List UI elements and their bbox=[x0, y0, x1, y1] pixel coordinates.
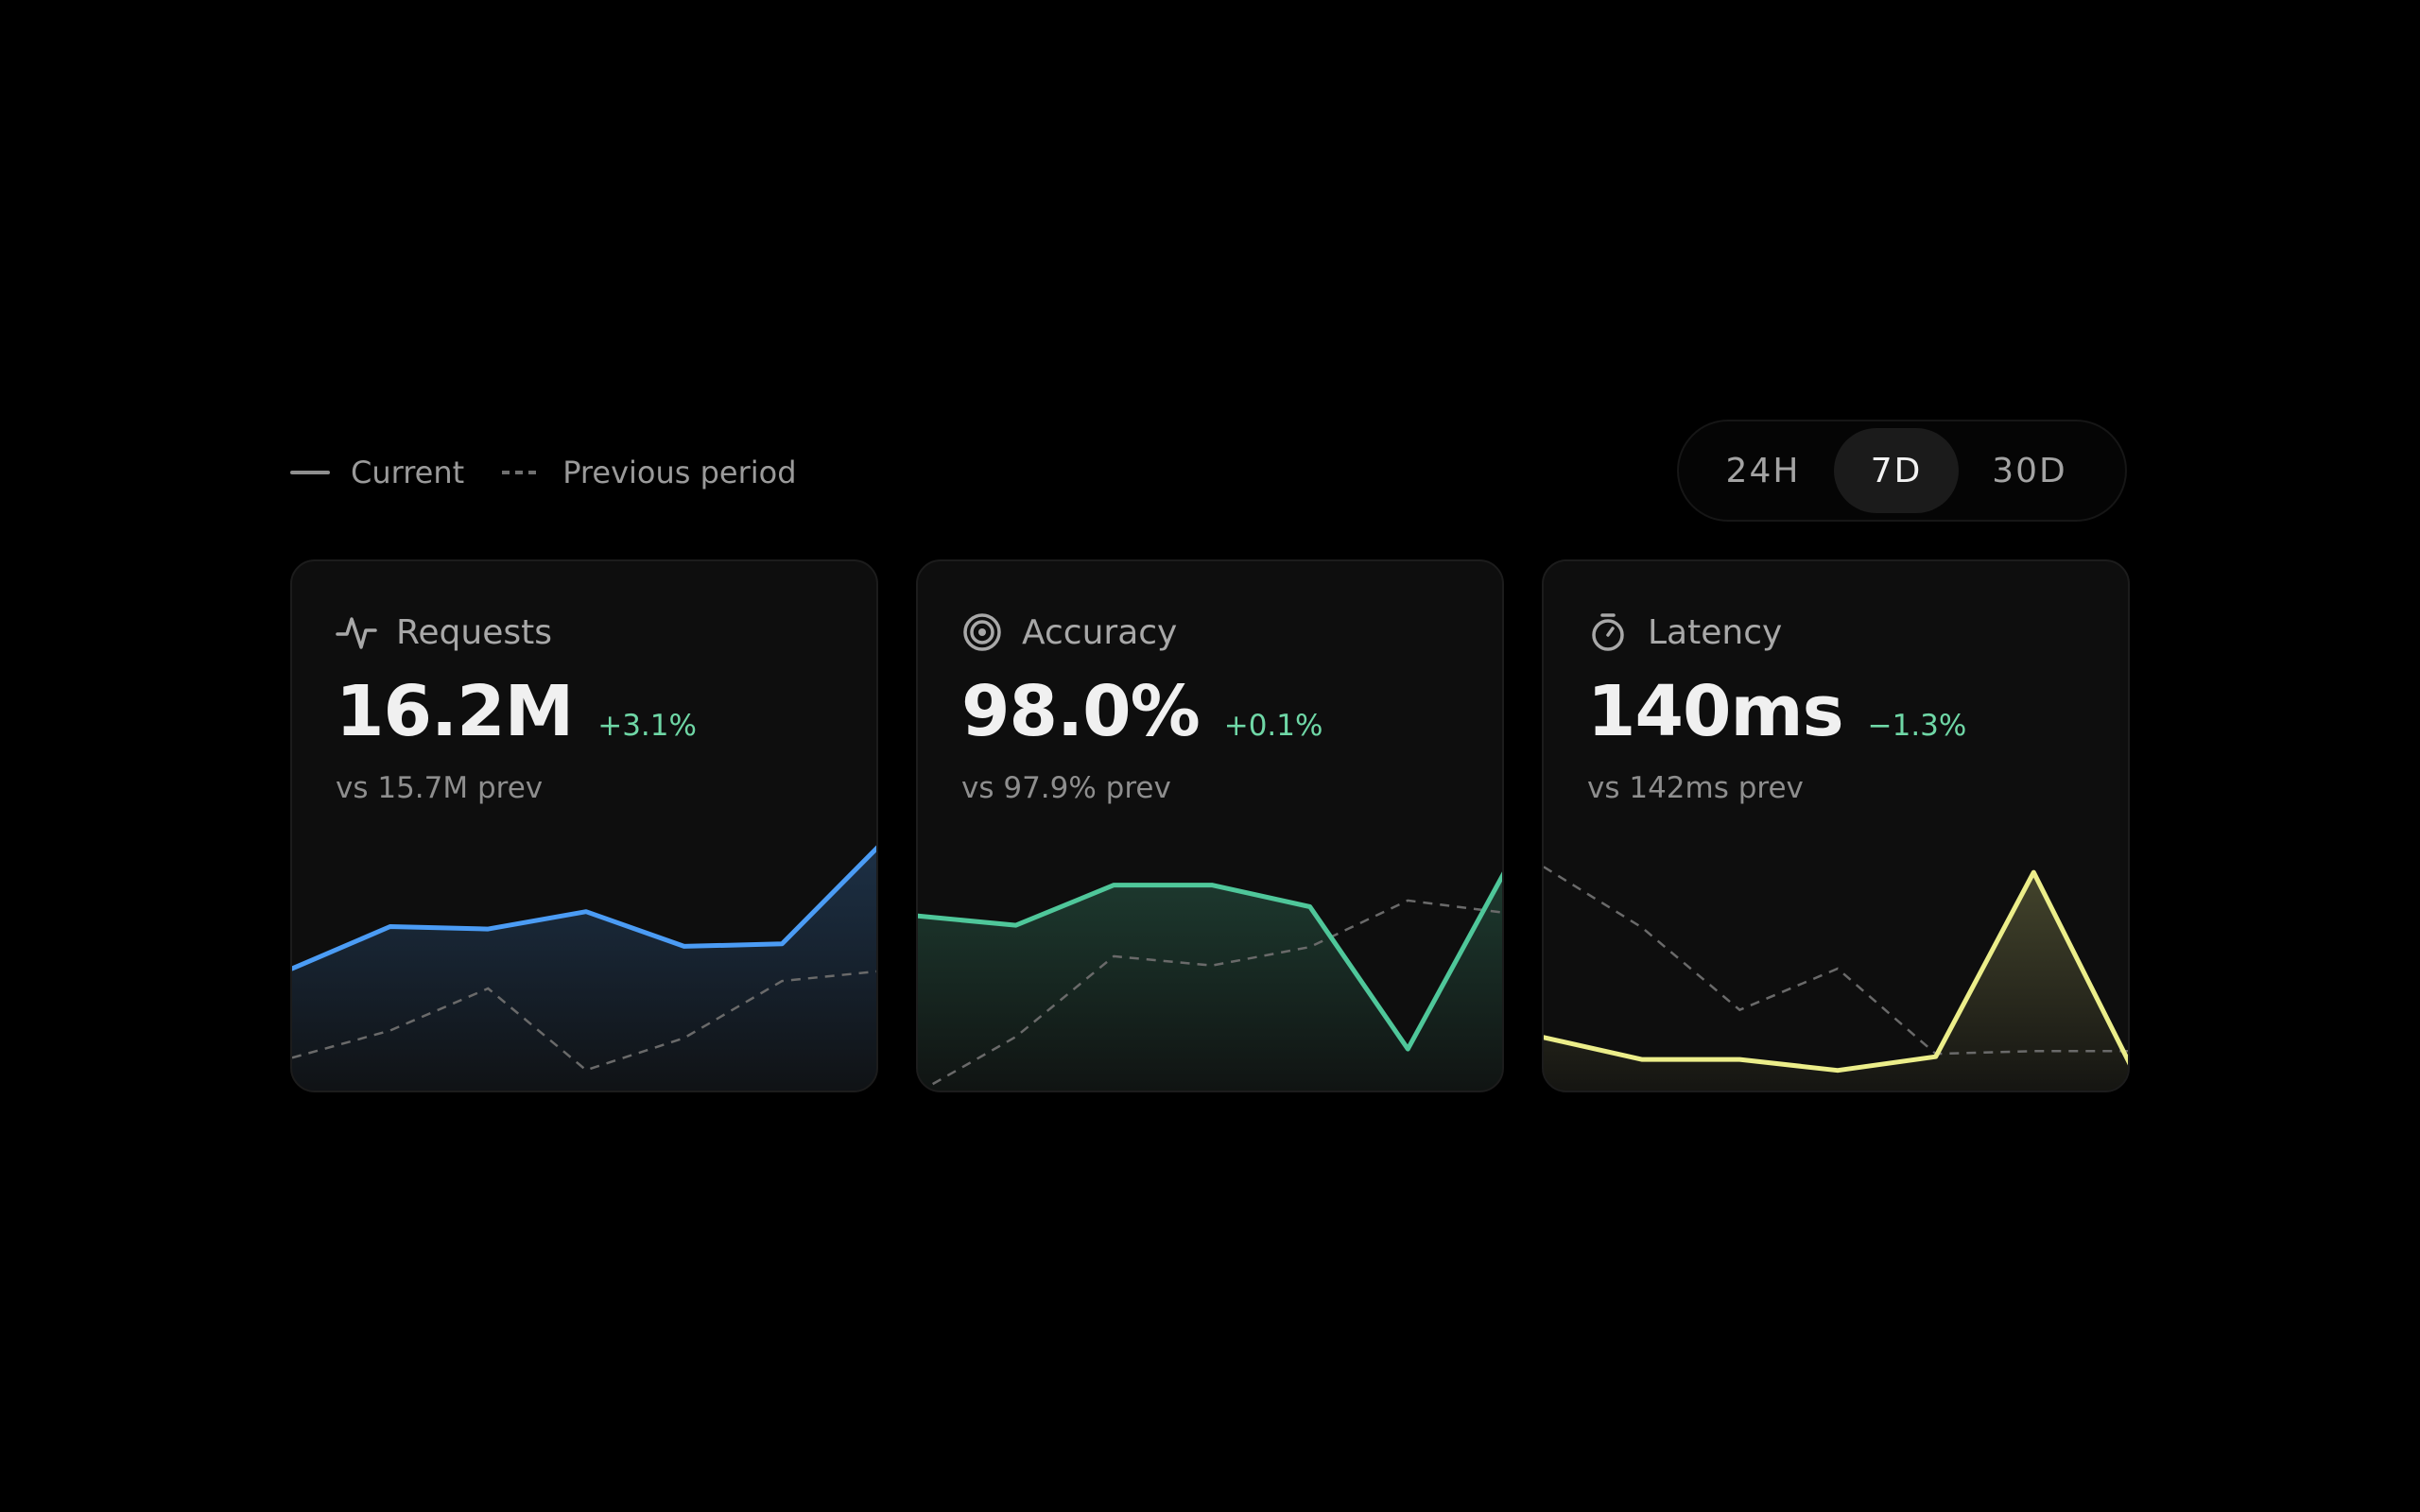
metric-previous: vs 15.7M prev bbox=[336, 771, 544, 805]
legend-current-label: Current bbox=[351, 455, 465, 490]
target-icon bbox=[961, 611, 1003, 653]
card-header: Requests bbox=[336, 609, 552, 656]
metric-previous: vs 97.9% prev bbox=[961, 771, 1171, 805]
metric-value: 98.0% bbox=[961, 671, 1201, 752]
legend-current: Current bbox=[290, 455, 464, 490]
current-line bbox=[292, 845, 876, 971]
metric-delta: +3.1% bbox=[597, 709, 697, 743]
current-area-fill bbox=[918, 876, 1502, 1091]
time-range-selector: 24H 7D 30D bbox=[1677, 420, 2127, 522]
legend-previous: Previous period bbox=[502, 455, 797, 490]
current-area-fill bbox=[1544, 872, 2128, 1091]
card-title: Latency bbox=[1648, 612, 1783, 652]
legend-previous-label: Previous period bbox=[562, 455, 797, 490]
metric-row: 16.2M +3.1% bbox=[336, 671, 697, 758]
metric-row: 98.0% +0.1% bbox=[961, 671, 1322, 758]
metric-delta: −1.3% bbox=[1867, 709, 1967, 743]
metric-card-latency[interactable]: Latency 140ms −1.3% vs 142ms prev bbox=[1542, 559, 2130, 1092]
previous-period-line bbox=[1544, 866, 2128, 1056]
metric-delta: +0.1% bbox=[1223, 709, 1323, 743]
card-title: Accuracy bbox=[1022, 612, 1178, 652]
metric-row: 140ms −1.3% bbox=[1587, 671, 1966, 758]
range-30d-button[interactable]: 30D bbox=[1992, 451, 2067, 490]
range-24h-button[interactable]: 24H bbox=[1725, 451, 1801, 490]
range-7d-button[interactable]: 7D bbox=[1834, 428, 1959, 513]
metric-card-accuracy[interactable]: Accuracy 98.0% +0.1% vs 97.9% prev bbox=[916, 559, 1504, 1092]
previous-period-line bbox=[918, 899, 1502, 1091]
stopwatch-icon bbox=[1587, 611, 1629, 653]
metric-card-requests[interactable]: Requests 16.2M +3.1% vs 15.7M prev bbox=[290, 559, 878, 1092]
chart-legend: Current Previous period bbox=[290, 444, 797, 501]
dashed-line-swatch bbox=[502, 471, 537, 474]
current-line bbox=[1544, 869, 2128, 1074]
activity-pulse-icon bbox=[336, 611, 377, 653]
metric-value: 16.2M bbox=[336, 671, 574, 752]
card-header: Latency bbox=[1587, 609, 1782, 656]
previous-period-line bbox=[292, 970, 876, 1072]
metric-value: 140ms bbox=[1587, 671, 1844, 752]
current-area-fill bbox=[292, 849, 876, 1091]
current-line bbox=[918, 871, 1502, 1052]
card-title: Requests bbox=[396, 612, 552, 652]
solid-line-swatch bbox=[290, 471, 330, 474]
card-header: Accuracy bbox=[961, 609, 1177, 656]
metric-previous: vs 142ms prev bbox=[1587, 771, 1804, 805]
